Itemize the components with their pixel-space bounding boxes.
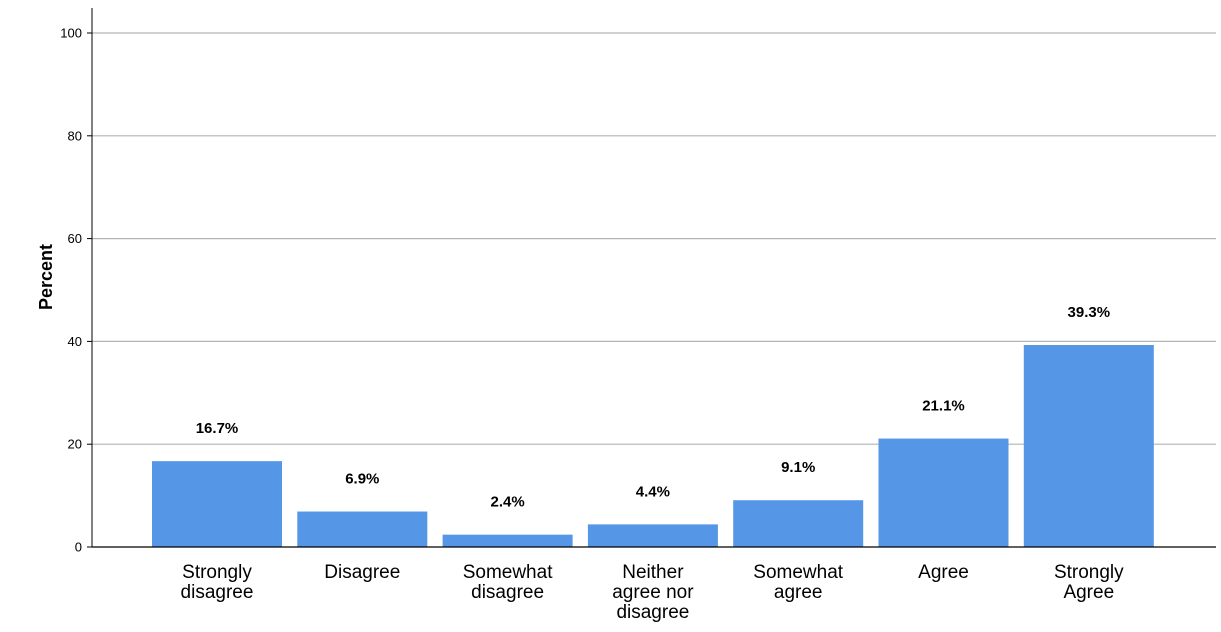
- y-axis-title: Percent: [36, 244, 56, 310]
- category-label: Somewhat: [463, 562, 553, 583]
- bar: [878, 438, 1009, 547]
- category-label: Agree: [918, 562, 969, 583]
- category-label: disagree: [616, 602, 689, 623]
- bars: [152, 344, 1154, 547]
- category-label: disagree: [471, 582, 544, 603]
- bar: [1023, 344, 1154, 547]
- category-label: agree: [774, 582, 823, 603]
- data-label: 39.3%: [1068, 304, 1111, 321]
- bar: [152, 461, 282, 547]
- category-label: disagree: [181, 582, 254, 603]
- data-label: 6.9%: [345, 471, 379, 488]
- data-label: 16.7%: [196, 420, 239, 437]
- data-label: 2.4%: [490, 494, 524, 511]
- bar: [587, 524, 718, 547]
- y-tick-label: 100: [60, 26, 82, 41]
- category-label: Somewhat: [753, 562, 843, 583]
- category-label: Strongly: [182, 562, 252, 583]
- data-label: 4.4%: [636, 483, 670, 500]
- y-tick-label: 0: [75, 540, 82, 555]
- bar: [733, 500, 864, 547]
- bar: [442, 534, 573, 547]
- y-tick-label: 60: [68, 231, 82, 246]
- category-label: agree nor: [612, 582, 694, 603]
- y-axis-ticks: 0 20 40 60 80 100: [60, 26, 92, 555]
- y-tick-label: 80: [68, 128, 82, 143]
- y-tick-label: 20: [68, 437, 82, 452]
- data-label: 9.1%: [781, 459, 815, 476]
- category-label: Disagree: [324, 562, 400, 583]
- data-labels: 16.7% 6.9% 2.4% 4.4% 9.1% 21.1% 39.3%: [196, 304, 1110, 511]
- data-label: 21.1%: [922, 398, 965, 415]
- y-tick-label: 40: [68, 334, 82, 349]
- category-label: Strongly: [1054, 562, 1124, 583]
- category-label: Neither: [622, 562, 684, 583]
- category-label: Agree: [1063, 582, 1114, 603]
- bar: [297, 511, 428, 547]
